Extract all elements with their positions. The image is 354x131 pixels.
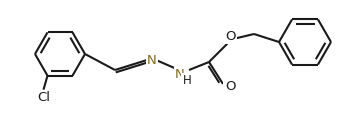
Text: N: N (175, 69, 185, 81)
Text: O: O (225, 29, 235, 42)
Text: Cl: Cl (37, 91, 50, 104)
Text: H: H (183, 75, 192, 88)
Text: N: N (147, 53, 157, 67)
Text: O: O (225, 80, 235, 92)
